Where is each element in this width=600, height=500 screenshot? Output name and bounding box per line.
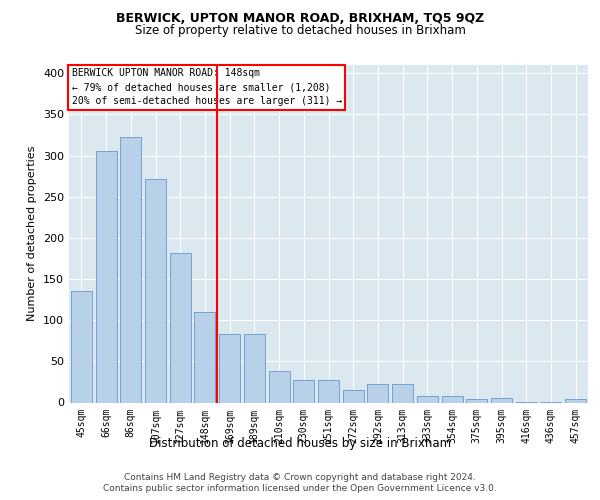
Bar <box>170 252 191 402</box>
Text: BERWICK, UPTON MANOR ROAD, BRIXHAM, TQ5 9QZ: BERWICK, UPTON MANOR ROAD, BRIXHAM, TQ5 … <box>116 12 484 26</box>
Bar <box>71 292 92 403</box>
Bar <box>194 312 215 402</box>
Bar <box>392 384 413 402</box>
Y-axis label: Number of detached properties: Number of detached properties <box>28 146 37 322</box>
Text: BERWICK UPTON MANOR ROAD: 148sqm
← 79% of detached houses are smaller (1,208)
20: BERWICK UPTON MANOR ROAD: 148sqm ← 79% o… <box>71 68 342 106</box>
Bar <box>244 334 265 402</box>
Bar <box>293 380 314 402</box>
Bar <box>442 396 463 402</box>
Bar <box>120 138 141 402</box>
Text: Contains public sector information licensed under the Open Government Licence v3: Contains public sector information licen… <box>103 484 497 493</box>
Bar <box>565 399 586 402</box>
Text: Distribution of detached houses by size in Brixham: Distribution of detached houses by size … <box>149 438 451 450</box>
Bar <box>343 390 364 402</box>
Text: Size of property relative to detached houses in Brixham: Size of property relative to detached ho… <box>134 24 466 37</box>
Bar <box>219 334 240 402</box>
Bar <box>269 371 290 402</box>
Bar <box>95 152 116 402</box>
Bar <box>491 398 512 402</box>
Bar <box>318 380 339 402</box>
Bar <box>417 396 438 402</box>
Bar <box>145 178 166 402</box>
Text: Contains HM Land Registry data © Crown copyright and database right 2024.: Contains HM Land Registry data © Crown c… <box>124 472 476 482</box>
Bar <box>466 399 487 402</box>
Bar <box>367 384 388 402</box>
